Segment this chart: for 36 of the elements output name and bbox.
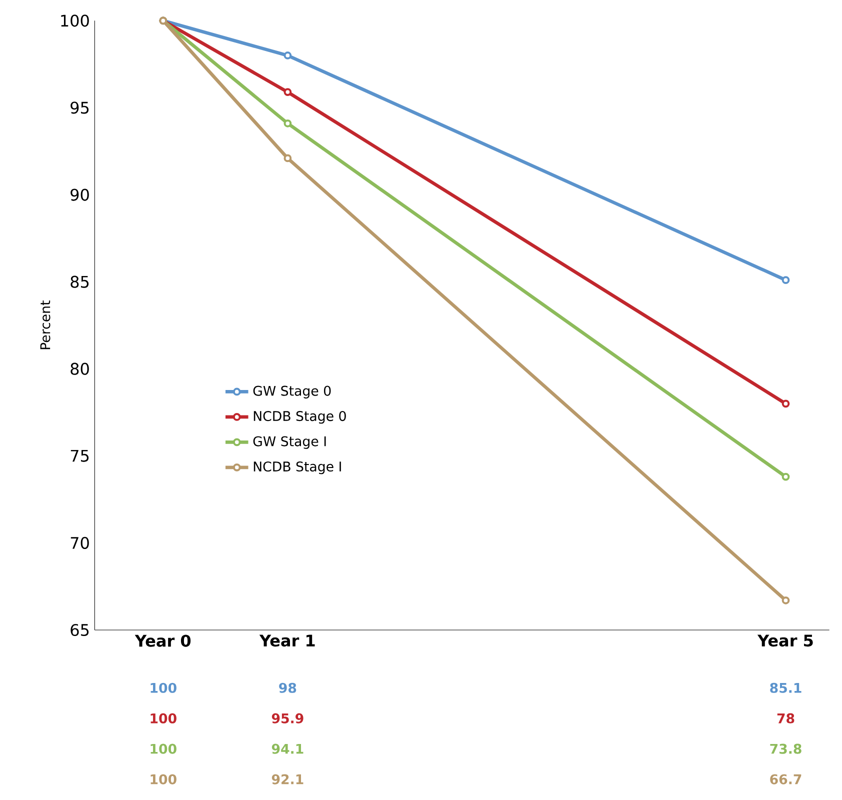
- point: [782, 472, 790, 481]
- y-axis-title: Percent: [40, 300, 50, 350]
- legend-label: GW Stage I: [253, 436, 326, 449]
- legend-label: NCDB Stage 0: [254, 410, 346, 424]
- data-label: 95.9: [272, 713, 304, 724]
- point: [782, 596, 790, 604]
- x-tick-label: Year 5: [757, 634, 813, 647]
- data-label: 100: [150, 774, 176, 784]
- point: [284, 88, 292, 96]
- x-tick-label: Year 0: [134, 634, 191, 647]
- data-label: 66.7: [770, 774, 802, 784]
- y-tick-label: 65: [70, 624, 89, 636]
- point: [284, 52, 292, 60]
- x-tick-label: Year 1: [259, 634, 315, 647]
- data-label: 73.8: [770, 744, 802, 754]
- data-label: 98: [279, 682, 296, 693]
- point: [284, 119, 292, 128]
- y-tick-label: 95: [70, 102, 89, 114]
- point: [284, 154, 292, 162]
- point: [782, 400, 790, 408]
- legend-label: NCDB Stage I: [254, 461, 341, 474]
- y-tick-label: 80: [70, 362, 89, 375]
- data-label: 100: [150, 744, 176, 754]
- data-label: 94.1: [272, 744, 304, 754]
- y-tick-label: 75: [70, 450, 89, 462]
- data-label: 100: [150, 682, 176, 693]
- legend-label: GW Stage 0: [253, 386, 331, 398]
- point: [782, 276, 790, 284]
- data-label: 92.1: [272, 774, 304, 784]
- y-tick-label: 90: [70, 188, 89, 201]
- data-label: 100: [150, 713, 176, 724]
- data-label: 78: [777, 713, 794, 724]
- y-tick-label: 70: [70, 536, 89, 550]
- y-tick-label: 85: [70, 276, 89, 288]
- y-tick-label: 100: [61, 14, 89, 27]
- data-label: 85.1: [770, 682, 802, 693]
